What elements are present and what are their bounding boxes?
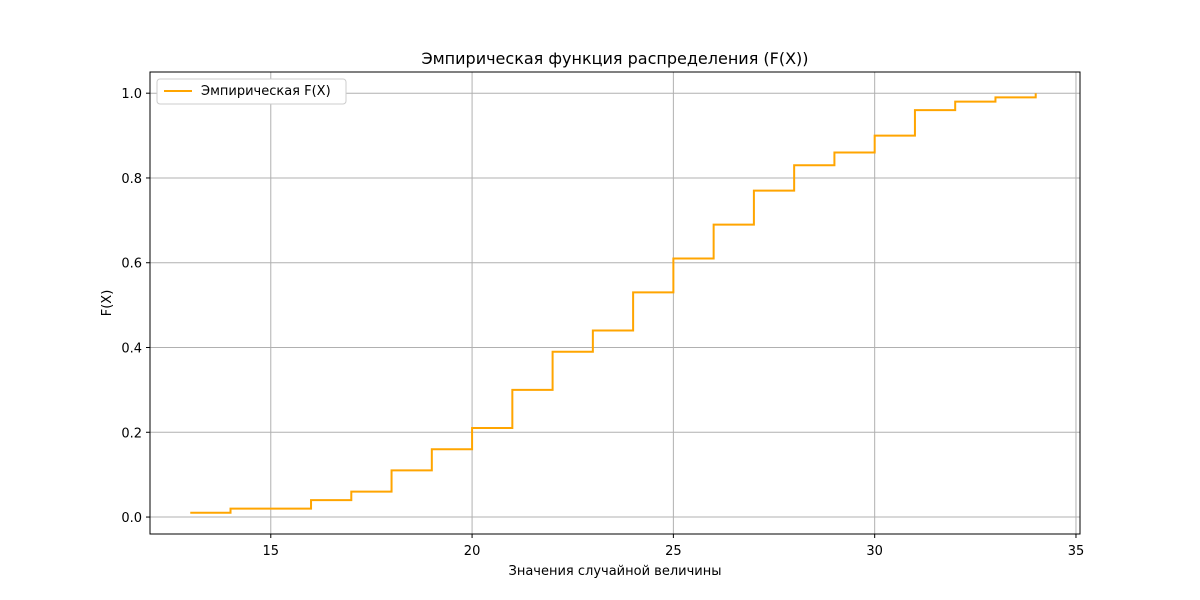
legend-box [156, 78, 347, 105]
y-tick-label: 0.4 [121, 342, 142, 357]
y-tick-label: 0.0 [121, 511, 142, 526]
x-axis-label: Значения случайной величины [509, 564, 722, 579]
x-tick-label: 25 [665, 544, 682, 559]
y-tick-label: 0.2 [121, 426, 142, 441]
series-line [190, 93, 1037, 514]
chart-title: Эмпирическая функция распределения (F(X)… [421, 49, 808, 68]
x-axis: 15 20 25 30 35 [263, 534, 1085, 559]
y-axis-label: F(X) [100, 290, 115, 317]
y-tick-label: 1.0 [121, 87, 142, 102]
series-layer [190, 93, 1037, 514]
y-tick-label: 0.6 [121, 257, 142, 272]
y-tick-label: 0.8 [121, 172, 142, 187]
x-tick-label: 15 [263, 544, 280, 559]
plot-frame [149, 71, 1081, 535]
x-tick-label: 30 [866, 544, 883, 559]
x-tick-label: 20 [464, 544, 481, 559]
y-axis: 0.0 0.2 0.4 0.6 0.8 1.0 [121, 87, 150, 526]
x-tick-label: 35 [1068, 544, 1085, 559]
legend-label: Эмпирическая F(X) [201, 84, 331, 99]
legend: Эмпирическая F(X) [156, 78, 347, 105]
grid [150, 72, 1080, 534]
